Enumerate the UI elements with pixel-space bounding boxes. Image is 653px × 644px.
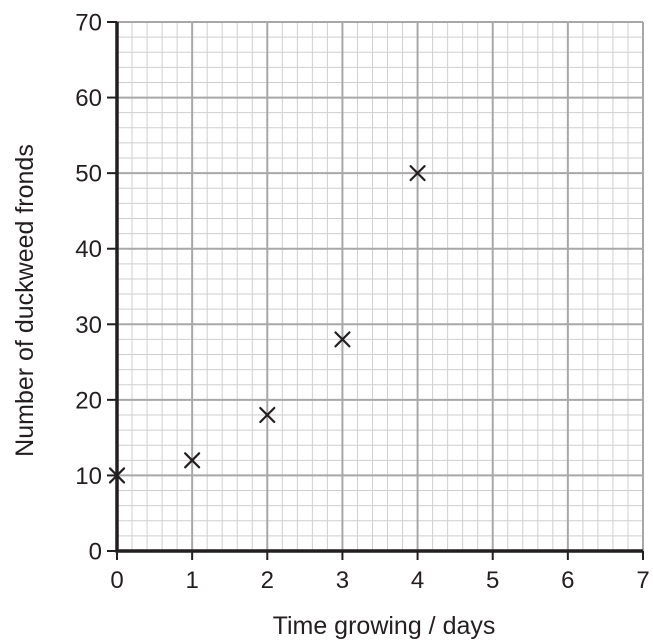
x-tick-label: 5 — [486, 567, 499, 594]
chart-grid — [116, 21, 644, 552]
data-point-marker — [409, 165, 426, 182]
data-point-marker — [184, 452, 201, 469]
marker-stroke — [334, 331, 351, 348]
y-tick-label: 0 — [89, 539, 102, 566]
x-tick-label: 0 — [110, 567, 123, 594]
marker-stroke — [409, 165, 426, 182]
x-tick-label: 7 — [636, 567, 649, 594]
data-points — [108, 165, 426, 484]
marker-stroke — [108, 467, 126, 484]
x-tick-label: 3 — [336, 567, 349, 594]
marker-stroke — [184, 452, 201, 469]
x-axis-title: Time growing / days — [273, 612, 496, 640]
y-axis-title: Number of duckweed fronds — [11, 144, 39, 457]
x-tick-label: 1 — [185, 567, 198, 594]
marker-stroke — [259, 406, 276, 424]
x-tick-labels: 0 1 2 3 4 5 6 7 — [110, 567, 649, 594]
x-tick-label: 6 — [561, 567, 574, 594]
data-point-marker — [108, 467, 126, 484]
chart-axes — [107, 21, 644, 560]
y-tick-labels: 0 10 20 30 40 50 60 70 — [75, 10, 102, 566]
x-tick-label: 2 — [261, 567, 274, 594]
y-tick-label: 30 — [75, 312, 102, 339]
y-tick-label: 60 — [75, 85, 102, 112]
y-tick-label: 10 — [75, 463, 102, 490]
y-tick-label: 70 — [75, 10, 102, 37]
y-tick-label: 20 — [75, 387, 102, 414]
data-point-marker — [334, 331, 351, 348]
y-tick-label: 40 — [75, 236, 102, 263]
data-point-marker — [259, 406, 276, 424]
y-tick-label: 50 — [75, 161, 102, 188]
x-tick-label: 4 — [411, 567, 424, 594]
